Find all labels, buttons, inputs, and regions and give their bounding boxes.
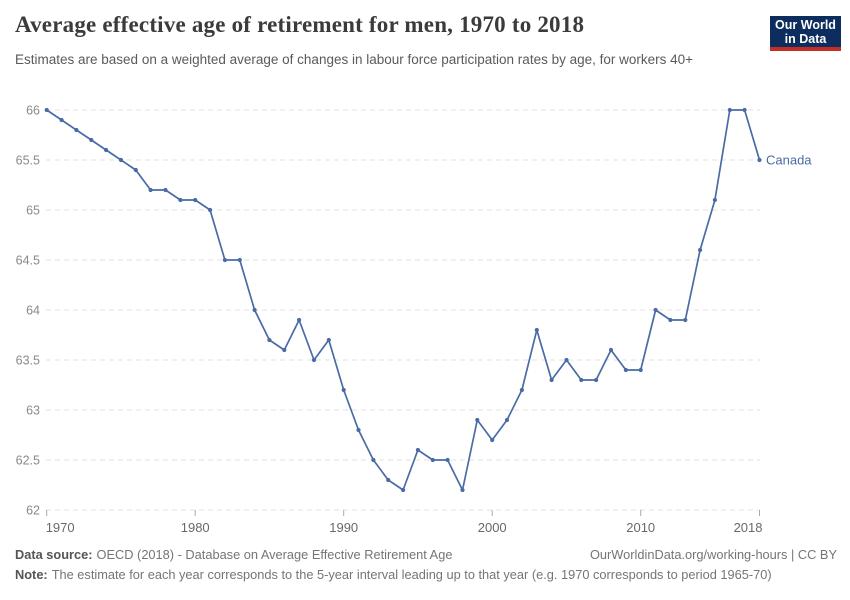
x-tick-label: 2010 — [626, 520, 655, 535]
data-point[interactable] — [222, 257, 227, 263]
y-tick-label: 63.5 — [16, 354, 40, 368]
data-point[interactable] — [430, 457, 435, 463]
data-point[interactable] — [623, 367, 629, 373]
data-point[interactable] — [549, 377, 554, 383]
data-point[interactable] — [490, 437, 495, 443]
data-point[interactable] — [534, 327, 539, 333]
x-tick-label: 1980 — [181, 520, 210, 535]
data-point[interactable] — [133, 167, 138, 173]
x-tick-label: 2000 — [478, 520, 507, 535]
data-point[interactable] — [44, 107, 49, 113]
data-point[interactable] — [757, 157, 762, 163]
data-source-label: Data source: — [15, 547, 93, 562]
data-point[interactable] — [401, 487, 406, 493]
footer-note-row: Note: The estimate for each year correspo… — [15, 567, 837, 582]
footer-source-row: Data source: OECD (2018) - Database on Av… — [15, 547, 837, 562]
data-point[interactable] — [371, 457, 376, 463]
owid-logo-line1: Our World — [775, 18, 836, 32]
note-text: The estimate for each year corresponds t… — [51, 567, 772, 582]
data-point[interactable] — [712, 197, 718, 203]
owid-logo[interactable]: Our World in Data — [770, 16, 841, 51]
data-point[interactable] — [504, 417, 510, 423]
y-tick-label: 62.5 — [16, 454, 40, 468]
series-end-label: Canada — [766, 153, 812, 168]
owid-logo-line2: in Data — [784, 32, 827, 46]
data-point[interactable] — [653, 307, 658, 313]
data-point[interactable] — [104, 147, 109, 153]
y-tick-label: 62 — [26, 504, 40, 518]
data-point[interactable] — [326, 337, 331, 343]
data-point[interactable] — [163, 187, 168, 193]
x-tick-label: 1990 — [329, 520, 358, 535]
data-point[interactable] — [297, 317, 302, 323]
data-point[interactable] — [341, 387, 346, 393]
data-point[interactable] — [59, 117, 64, 123]
chart-title: Average effective age of retirement for … — [15, 12, 585, 37]
data-point[interactable] — [193, 197, 198, 203]
data-point[interactable] — [208, 207, 213, 213]
data-point[interactable] — [237, 257, 242, 263]
data-point[interactable] — [519, 387, 525, 393]
owid-logo-box: Our World in Data — [770, 16, 841, 47]
y-tick-label: 64.5 — [16, 254, 40, 268]
owid-logo-stripe — [770, 47, 841, 51]
data-source-text: OECD (2018) - Database on Average Effect… — [96, 547, 453, 562]
data-point[interactable] — [267, 337, 272, 343]
y-tick-label: 63 — [26, 404, 40, 418]
data-point[interactable] — [74, 127, 79, 133]
x-tick-label: 2018 — [734, 520, 763, 535]
data-point[interactable] — [148, 187, 153, 193]
data-point[interactable] — [727, 107, 732, 113]
y-tick-label: 64 — [26, 304, 40, 318]
y-tick-label: 65.5 — [16, 154, 40, 168]
data-source: Data source: OECD (2018) - Database on Av… — [15, 547, 452, 562]
citation-link[interactable]: OurWorldinData.org/working-hours | CC BY — [589, 547, 837, 562]
data-point[interactable] — [445, 457, 450, 463]
series-line-canada[interactable] — [45, 109, 761, 491]
note-label: Note: — [15, 567, 48, 582]
y-tick-label: 66 — [26, 104, 40, 118]
data-point[interactable] — [742, 107, 747, 113]
data-point[interactable] — [415, 447, 420, 453]
chart-subtitle: Estimates are based on a weighted averag… — [15, 52, 694, 67]
x-tick-label: 1970 — [46, 520, 75, 535]
data-point[interactable] — [594, 377, 599, 383]
data-point[interactable] — [608, 347, 614, 353]
data-point[interactable] — [638, 367, 643, 373]
data-point[interactable] — [579, 377, 584, 383]
data-point[interactable] — [89, 137, 94, 143]
data-point[interactable] — [282, 347, 287, 353]
data-point[interactable] — [475, 417, 480, 423]
data-point[interactable] — [564, 357, 569, 363]
data-point[interactable] — [460, 487, 465, 493]
y-tick-label: 65 — [26, 204, 40, 218]
data-point[interactable] — [252, 307, 257, 313]
data-point[interactable] — [311, 357, 317, 363]
data-point[interactable] — [668, 317, 673, 323]
data-point[interactable] — [178, 197, 183, 203]
data-point[interactable] — [698, 247, 703, 253]
data-point[interactable] — [386, 477, 391, 483]
data-point[interactable] — [356, 427, 361, 433]
data-point[interactable] — [683, 317, 688, 323]
data-point[interactable] — [118, 157, 124, 163]
